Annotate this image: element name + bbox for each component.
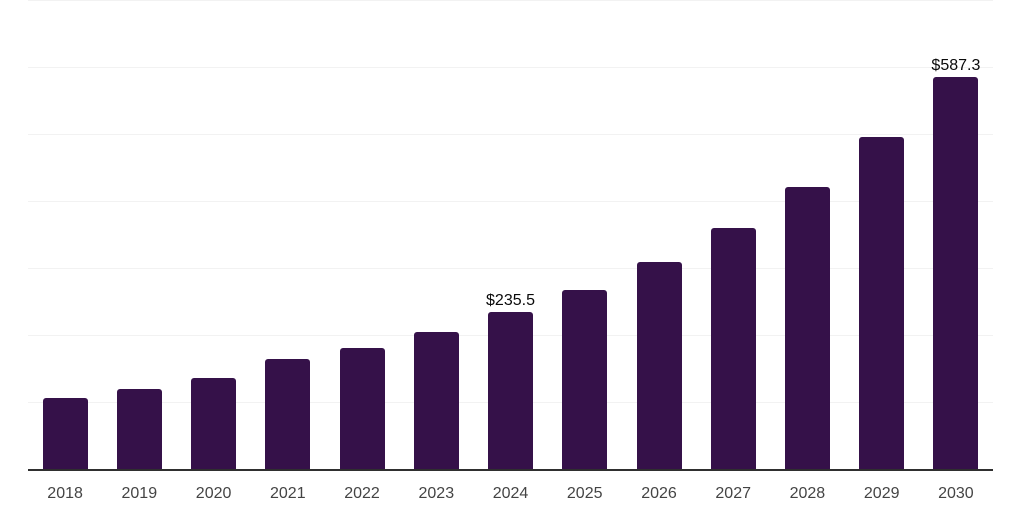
x-axis-label-2018: 2018 — [47, 485, 83, 502]
x-axis-label-2019: 2019 — [121, 485, 158, 502]
bar-2024 — [488, 312, 533, 470]
bar-2026 — [636, 262, 682, 470]
x-axis-label-2027: 2027 — [715, 485, 751, 502]
x-axis-label-2022: 2022 — [344, 485, 380, 502]
bar-2023 — [413, 332, 459, 470]
gridline — [28, 0, 993, 1]
gridline — [28, 134, 993, 135]
x-axis-line — [28, 469, 993, 471]
x-axis-label-2023: 2023 — [418, 485, 455, 502]
bar-2030 — [933, 76, 979, 470]
bar-2020 — [191, 378, 237, 470]
bar-2018 — [42, 398, 88, 470]
x-axis-label-2029: 2029 — [863, 485, 900, 502]
data-label-2030: $587.3 — [931, 56, 981, 74]
x-axis-label-2024: 2024 — [492, 485, 529, 502]
x-axis-label-2020: 2020 — [195, 485, 232, 502]
x-axis-label-2021: 2021 — [270, 485, 306, 502]
x-axis-label-2025: 2025 — [566, 485, 603, 502]
x-axis-label-2026: 2026 — [641, 485, 677, 502]
bar-2025 — [562, 289, 608, 470]
x-axis-label-2030: 2030 — [938, 485, 974, 502]
bar-2027 — [710, 228, 756, 470]
gridline — [28, 67, 993, 68]
gridline — [28, 201, 993, 202]
bar-2021 — [265, 358, 311, 470]
gridline — [28, 268, 993, 269]
bar-2029 — [859, 137, 905, 470]
x-axis-label-2028: 2028 — [789, 485, 826, 502]
data-label-2024: $235.5 — [486, 292, 535, 310]
bar-2022 — [339, 348, 385, 470]
bar-2019 — [116, 388, 162, 470]
bar-2028 — [784, 187, 830, 470]
